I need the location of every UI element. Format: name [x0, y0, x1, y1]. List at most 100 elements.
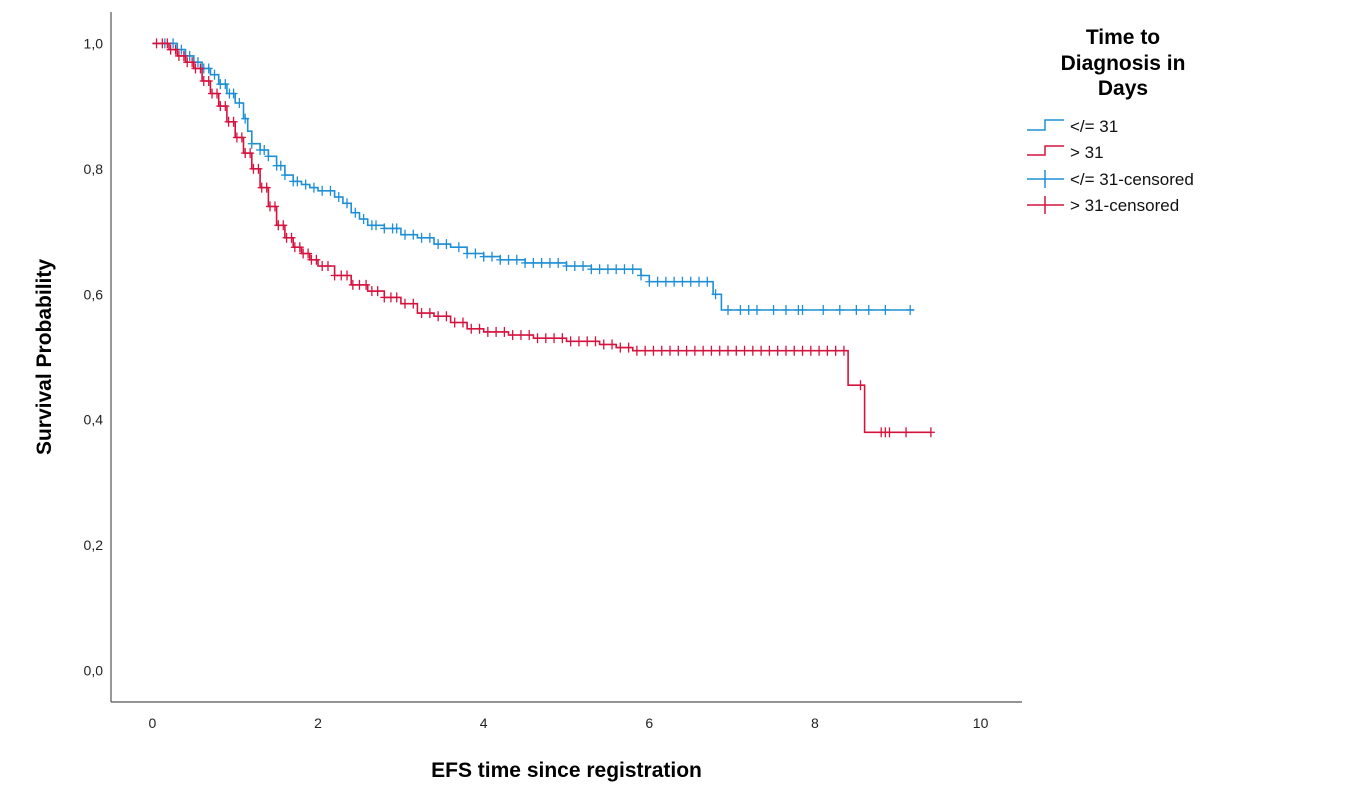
censor-mark-le31 [562, 261, 571, 272]
censor-mark-gt31 [467, 323, 476, 334]
x-tick-label: 0 [149, 715, 157, 731]
censor-mark-gt31 [179, 50, 188, 61]
censor-mark-le31 [417, 232, 426, 243]
censor-mark-gt31 [492, 326, 501, 337]
censor-mark-le31 [781, 304, 790, 315]
censor-mark-le31 [769, 304, 778, 315]
censor-mark-gt31 [450, 317, 459, 328]
censor-mark-gt31 [409, 298, 418, 309]
censor-mark-le31 [537, 257, 546, 268]
censor-mark-gt31 [790, 345, 799, 356]
censor-mark-gt31 [229, 116, 238, 127]
censor-mark-le31 [653, 276, 662, 287]
legend-censor-le31-swatch [1027, 170, 1064, 188]
censor-mark-le31 [587, 264, 596, 275]
censor-mark-gt31 [699, 345, 708, 356]
y-tick-label: 0,6 [84, 286, 104, 302]
censor-mark-gt31 [362, 279, 371, 290]
censor-mark-gt31 [616, 342, 625, 353]
censor-mark-le31 [260, 145, 269, 155]
censor-mark-gt31 [632, 345, 641, 356]
censor-mark-gt31 [417, 308, 426, 319]
y-tick-label: 1,0 [84, 35, 104, 51]
censor-mark-le31 [221, 79, 230, 90]
censor-mark-gt31 [641, 345, 650, 356]
censor-mark-gt31 [392, 292, 401, 303]
censor-mark-gt31 [163, 38, 172, 49]
censor-mark-gt31 [666, 345, 675, 356]
censor-mark-le31 [521, 257, 530, 268]
censor-mark-gt31 [839, 345, 848, 356]
censor-mark-le31 [798, 304, 807, 315]
censor-mark-gt31 [823, 345, 832, 356]
censor-mark-gt31 [608, 339, 617, 350]
censor-mark-le31 [686, 276, 695, 287]
censor-mark-gt31 [831, 345, 840, 356]
censor-mark-gt31 [442, 311, 451, 322]
censor-mark-le31 [637, 270, 646, 281]
censor-mark-le31 [401, 229, 410, 240]
survival-line-gt31 [152, 42, 931, 434]
censor-mark-le31 [425, 232, 434, 243]
censor-mark-gt31 [885, 427, 894, 438]
censor-mark-le31 [864, 304, 873, 315]
censor-mark-gt31 [323, 261, 332, 272]
censor-mark-le31 [471, 248, 480, 259]
censor-mark-le31 [454, 242, 463, 253]
censor-mark-le31 [293, 176, 302, 187]
legend-censor-gt31-swatch [1027, 196, 1064, 214]
censor-mark-le31 [210, 69, 219, 80]
censor-mark-le31 [695, 276, 704, 287]
censor-mark-gt31 [583, 336, 592, 347]
censor-mark-le31 [318, 185, 327, 196]
legend-line-le31-swatch [1027, 119, 1064, 131]
censor-mark-le31 [351, 207, 360, 218]
censor-mark-gt31 [171, 44, 180, 55]
censor-mark-le31 [744, 304, 753, 315]
censor-mark-gt31 [483, 326, 492, 337]
censor-mark-gt31 [624, 342, 633, 353]
censor-mark-le31 [881, 304, 890, 315]
censor-mark-le31 [645, 276, 654, 287]
censor-mark-gt31 [508, 330, 517, 341]
censor-mark-le31 [620, 264, 629, 275]
legend-label-le31: </= 31 [1070, 117, 1118, 136]
censor-mark-gt31 [690, 345, 699, 356]
censor-mark-gt31 [237, 132, 246, 143]
x-tick-label: 6 [645, 715, 653, 731]
censor-mark-le31 [392, 223, 401, 234]
censor-mark-gt31 [401, 298, 410, 309]
censor-mark-le31 [276, 160, 285, 171]
censor-mark-gt31 [196, 63, 205, 74]
censor-mark-le31 [280, 170, 289, 181]
censor-mark-le31 [579, 261, 588, 272]
censor-mark-gt31 [574, 336, 583, 347]
censor-mark-le31 [595, 264, 604, 275]
censor-mark-le31 [380, 223, 389, 234]
censor-mark-gt31 [434, 311, 443, 322]
censor-mark-gt31 [254, 163, 263, 174]
legend-title-line-1: Time to [1086, 26, 1160, 49]
censor-mark-gt31 [682, 345, 691, 356]
censor-mark-le31 [504, 254, 513, 265]
censor-mark-le31 [487, 251, 496, 262]
censor-mark-gt31 [748, 345, 757, 356]
censor-mark-gt31 [533, 333, 542, 344]
y-tick-label: 0,2 [84, 537, 104, 553]
censor-mark-gt31 [204, 76, 213, 86]
censor-mark-le31 [628, 264, 637, 275]
censor-mark-gt31 [541, 333, 550, 344]
censor-mark-gt31 [246, 148, 255, 159]
censor-mark-le31 [229, 88, 238, 99]
censor-mark-gt31 [221, 101, 230, 112]
censor-mark-gt31 [458, 317, 467, 328]
censor-mark-le31 [326, 185, 335, 196]
censor-mark-gt31 [715, 345, 724, 356]
censor-mark-gt31 [723, 345, 732, 356]
x-tick-label: 4 [480, 715, 488, 731]
censor-mark-gt31 [707, 345, 716, 356]
censor-mark-le31 [359, 214, 368, 224]
censor-mark-gt31 [550, 333, 559, 344]
censor-mark-le31 [752, 304, 761, 315]
